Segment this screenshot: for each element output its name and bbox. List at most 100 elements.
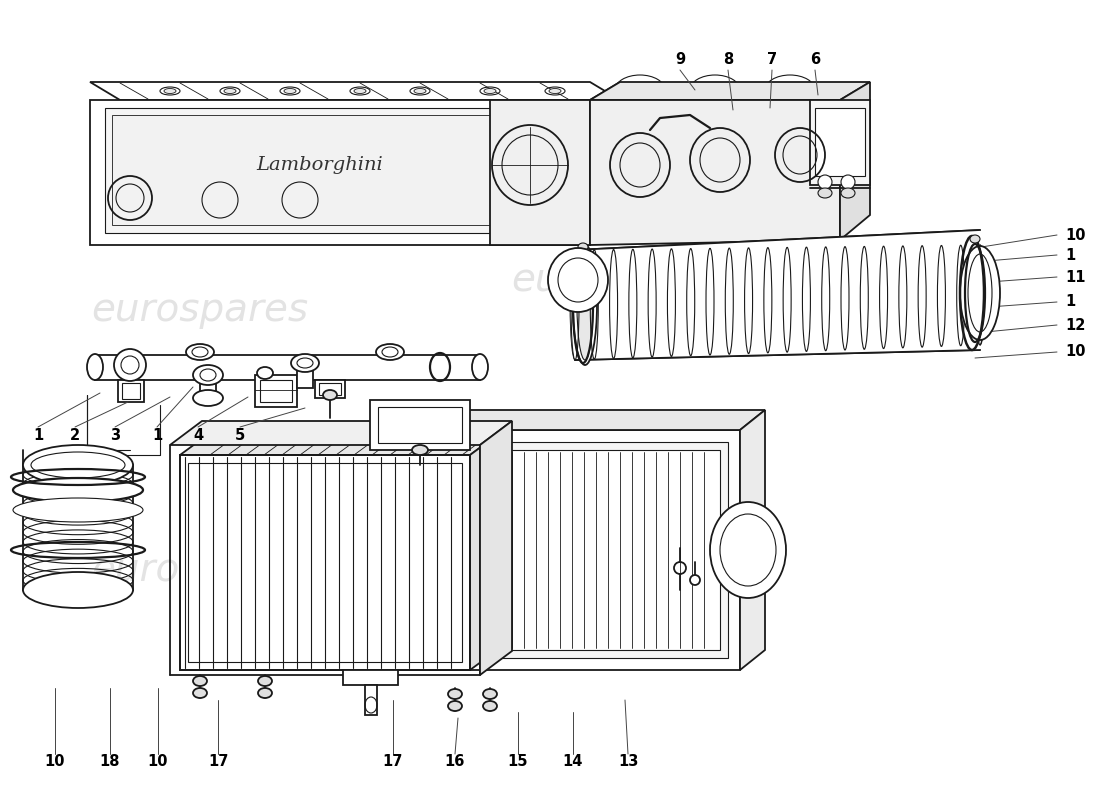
Ellipse shape (376, 344, 404, 360)
Polygon shape (740, 410, 764, 670)
Bar (200, 378, 216, 398)
Text: 1: 1 (1065, 247, 1076, 262)
Text: 7: 7 (767, 53, 777, 67)
Ellipse shape (414, 89, 426, 94)
Bar (315, 380, 345, 398)
Ellipse shape (842, 188, 855, 198)
Polygon shape (90, 82, 620, 100)
Ellipse shape (549, 89, 561, 94)
Ellipse shape (257, 367, 273, 379)
Polygon shape (180, 433, 500, 455)
Text: 17: 17 (208, 754, 228, 770)
Text: 5: 5 (235, 427, 245, 442)
Ellipse shape (192, 688, 207, 698)
Text: 17: 17 (383, 754, 404, 770)
Ellipse shape (970, 235, 980, 243)
Text: 13: 13 (618, 754, 638, 770)
Bar (112, 115, 566, 225)
Polygon shape (170, 421, 512, 445)
Ellipse shape (258, 688, 272, 698)
Ellipse shape (448, 689, 462, 699)
Bar (188, 463, 462, 662)
Text: 8: 8 (723, 53, 733, 67)
Bar (260, 380, 292, 402)
Text: 1: 1 (33, 427, 43, 442)
Bar (122, 383, 140, 399)
Bar (442, 442, 728, 658)
Text: 1: 1 (152, 427, 162, 442)
Text: Lamborghini: Lamborghini (256, 156, 384, 174)
Ellipse shape (292, 354, 319, 372)
Ellipse shape (960, 246, 1000, 340)
Ellipse shape (818, 175, 832, 189)
Text: 2: 2 (70, 427, 80, 442)
Polygon shape (430, 430, 740, 670)
Bar (343, 670, 398, 685)
Ellipse shape (224, 89, 236, 94)
Text: 16: 16 (444, 754, 465, 770)
Text: 11: 11 (1065, 270, 1086, 285)
Text: 6: 6 (810, 53, 821, 67)
Polygon shape (490, 100, 590, 245)
Ellipse shape (710, 502, 786, 598)
Ellipse shape (284, 89, 296, 94)
Ellipse shape (448, 701, 462, 711)
Ellipse shape (578, 243, 588, 251)
Ellipse shape (192, 365, 223, 385)
Text: 9: 9 (675, 53, 685, 67)
Bar (180, 455, 470, 670)
Text: 10: 10 (1065, 345, 1086, 359)
Polygon shape (470, 433, 500, 670)
Text: 15: 15 (508, 754, 528, 770)
Text: eurospares: eurospares (91, 291, 309, 329)
Ellipse shape (258, 676, 272, 686)
Ellipse shape (114, 349, 146, 381)
Ellipse shape (192, 390, 223, 406)
Bar (815, 108, 865, 176)
Bar (255, 375, 297, 407)
Ellipse shape (483, 701, 497, 711)
Polygon shape (590, 100, 840, 245)
Bar (450, 450, 720, 650)
Ellipse shape (842, 175, 855, 189)
Ellipse shape (186, 344, 214, 360)
Text: 4: 4 (192, 427, 204, 442)
Bar (297, 366, 313, 388)
Text: 1: 1 (1065, 294, 1076, 310)
Ellipse shape (23, 572, 133, 608)
Polygon shape (95, 355, 480, 380)
Polygon shape (90, 100, 590, 245)
Ellipse shape (13, 498, 143, 522)
Text: 3: 3 (110, 427, 120, 442)
Bar (365, 685, 377, 715)
Text: 14: 14 (563, 754, 583, 770)
Ellipse shape (323, 390, 337, 400)
Text: eurospares: eurospares (512, 261, 728, 299)
Ellipse shape (412, 445, 428, 455)
Polygon shape (430, 410, 764, 430)
Ellipse shape (164, 89, 176, 94)
Bar (810, 100, 870, 185)
Text: 10: 10 (45, 754, 65, 770)
Polygon shape (480, 421, 512, 675)
Polygon shape (180, 455, 470, 670)
Ellipse shape (483, 689, 497, 699)
Text: eurospares: eurospares (512, 551, 728, 589)
Ellipse shape (690, 575, 700, 585)
Bar (104, 108, 575, 233)
Ellipse shape (818, 188, 832, 198)
Polygon shape (840, 82, 870, 240)
Ellipse shape (23, 445, 133, 485)
Polygon shape (590, 82, 620, 245)
Ellipse shape (548, 248, 608, 312)
Polygon shape (590, 82, 870, 100)
Ellipse shape (354, 89, 366, 94)
Ellipse shape (578, 250, 593, 360)
Bar (378, 407, 462, 443)
Ellipse shape (192, 676, 207, 686)
Ellipse shape (13, 478, 143, 502)
Bar (118, 380, 144, 402)
Ellipse shape (87, 354, 103, 380)
Polygon shape (575, 230, 980, 360)
Ellipse shape (472, 354, 488, 380)
